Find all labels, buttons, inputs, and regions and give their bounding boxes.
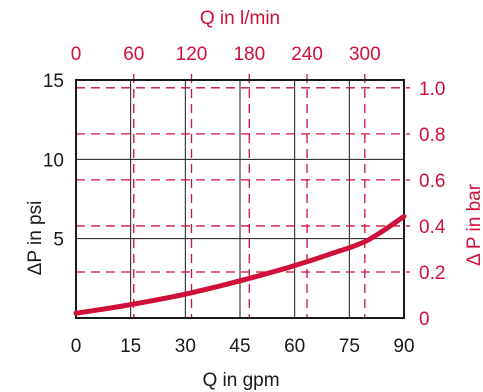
- x-top-tick-label: 60: [123, 44, 144, 65]
- y-left-tick-labels: 5 10 15: [43, 71, 64, 251]
- x-bottom-tick-label: 60: [284, 336, 305, 357]
- y-right-tick-label: 0: [419, 309, 430, 330]
- plot-frame: [75, 79, 405, 319]
- x-top-tick-label: 180: [233, 44, 265, 65]
- y-left-tick-label: 10: [43, 150, 64, 171]
- x-bottom-tick-labels: 0 15 30 45 60 75 90: [71, 336, 415, 357]
- primary-grid: [76, 80, 404, 318]
- x-top-axis-title: Q in l/min: [200, 8, 280, 29]
- x-bottom-axis-title: Q in gpm: [202, 370, 279, 391]
- x-top-tick-label: 0: [71, 44, 82, 65]
- y-left-tick-label: 5: [53, 230, 64, 251]
- y-right-tick-label: 0.8: [419, 125, 445, 146]
- x-top-tick-label: 120: [176, 44, 208, 65]
- x-bottom-tick-label: 30: [175, 336, 196, 357]
- x-bottom-tick-label: 75: [339, 336, 360, 357]
- x-bottom-tick-label: 15: [120, 336, 141, 357]
- x-bottom-tick-label: 90: [393, 336, 414, 357]
- y-left-axis-title: ΔP in psi: [25, 201, 46, 276]
- y-left-tick-label: 15: [43, 71, 64, 92]
- x-bottom-tick-label: 45: [229, 336, 250, 357]
- y-right-tick-label: 0.4: [419, 217, 446, 238]
- secondary-grid: [76, 74, 410, 318]
- y-right-tick-label: 0.6: [419, 171, 445, 192]
- y-right-tick-labels: 0 0.2 0.4 0.6 0.8 1.0: [419, 79, 446, 330]
- y-right-axis-title: Δ P in bar: [464, 183, 483, 266]
- y-right-tick-label: 1.0: [419, 79, 445, 100]
- x-bottom-tick-label: 0: [71, 336, 82, 357]
- x-top-tick-label: 240: [291, 44, 323, 65]
- x-top-tick-label: 300: [349, 44, 381, 65]
- y-right-tick-label: 0.2: [419, 263, 445, 284]
- pressure-drop-curve: [73, 214, 407, 316]
- x-top-tick-labels: 0 60 120 180 240 300: [71, 44, 381, 65]
